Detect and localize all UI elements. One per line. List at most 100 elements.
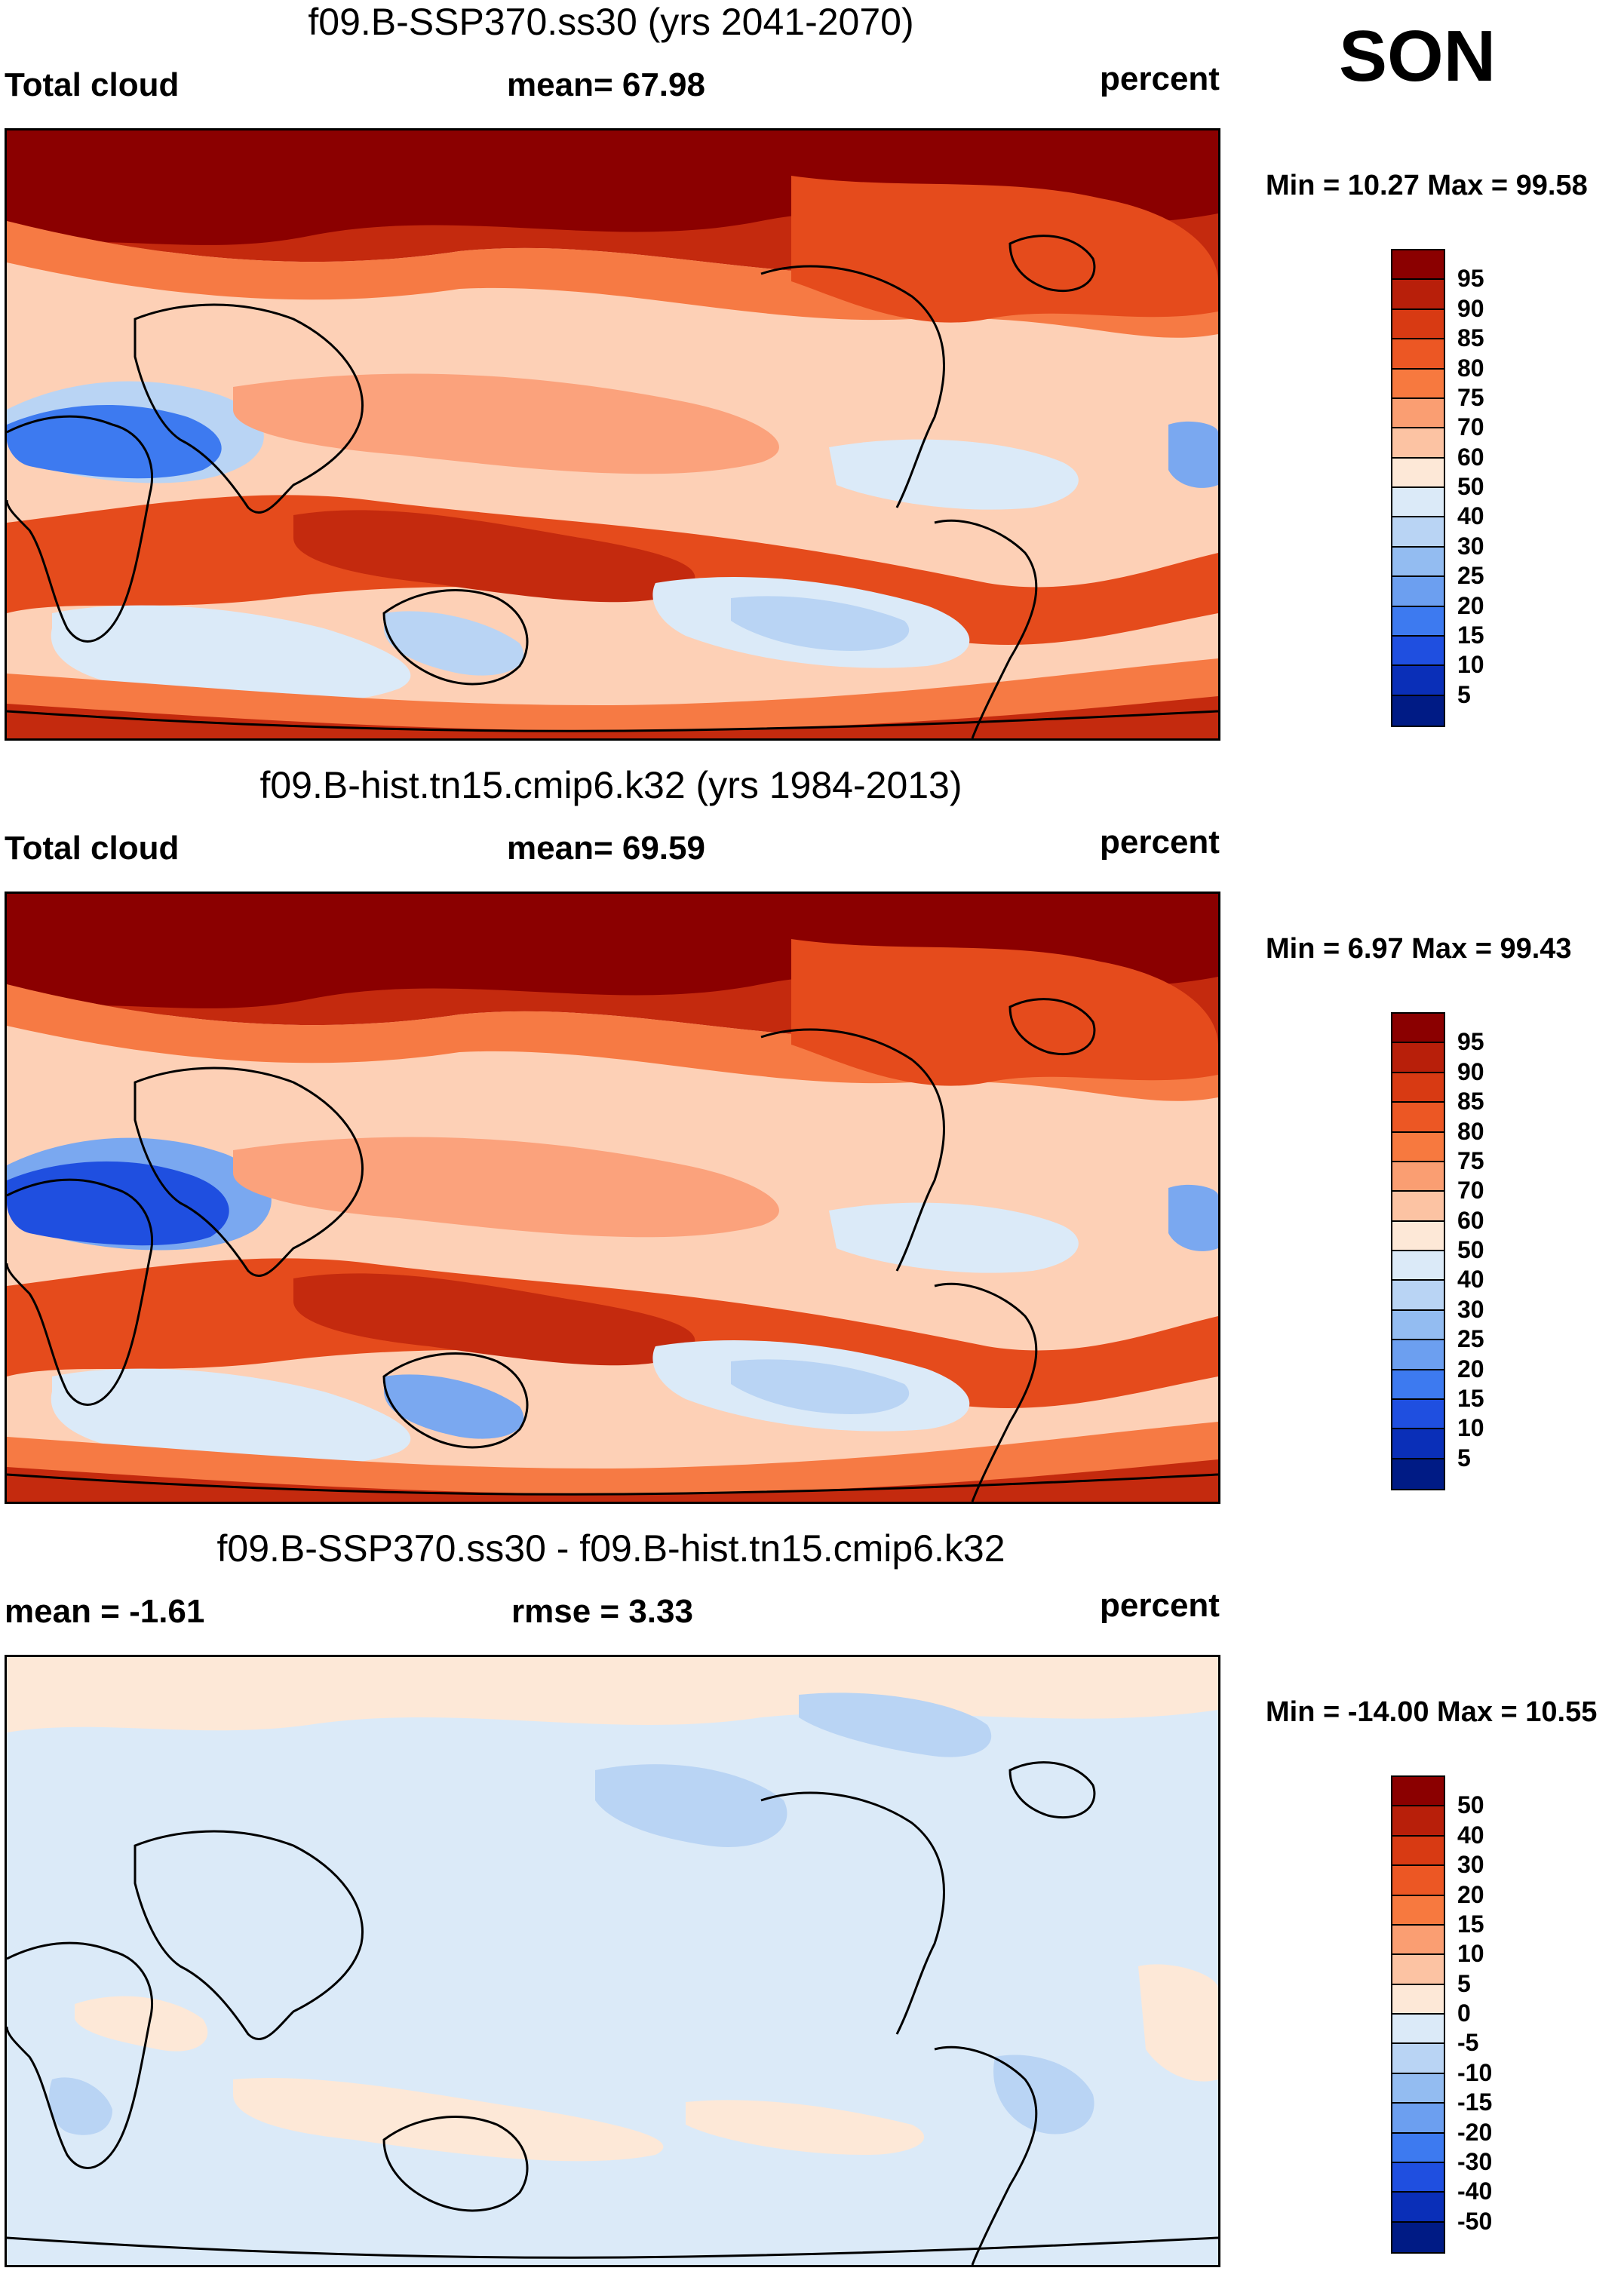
colorbar-swatch [1392, 1192, 1444, 1222]
australia-coastline [382, 589, 529, 686]
south-atlantic-low-cloud [51, 605, 411, 703]
colorbar-tick-label: 30 [1457, 1851, 1484, 1879]
colorbar-tick-label: 40 [1457, 1821, 1484, 1849]
colorbar-tick-label: 15 [1457, 1910, 1484, 1938]
panel-1-colorbar [1391, 249, 1445, 727]
eurasia-coastline [134, 1066, 364, 1277]
north-atlantic-negative [799, 1693, 992, 1757]
panel-3-map-field [7, 1657, 1218, 2265]
greenland-coastline [1008, 235, 1096, 293]
arctic-cloud-band [7, 130, 1218, 259]
colorbar-tick-label: 50 [1457, 1791, 1484, 1819]
australia-coastline [382, 2116, 529, 2212]
season-label: SON [1339, 16, 1497, 97]
colorbar-tick-label: 5 [1457, 1969, 1471, 1997]
colorbar-tick-label: 40 [1457, 1266, 1484, 1294]
colorbar-swatch [1392, 1429, 1444, 1459]
southern-ocean-neutral [7, 2193, 1218, 2265]
colorbar-swatch [1392, 1340, 1444, 1370]
panel-3-title: f09.B-SSP370.ss30 - f09.B-hist.tn15.cmip… [216, 1527, 1005, 1570]
colorbar-swatch [1392, 547, 1444, 578]
panel-2-map-field [7, 894, 1218, 1502]
panel-3-mean-label: mean = -1.61 [5, 1593, 205, 1630]
colorbar-swatch [1392, 1132, 1444, 1162]
colorbar-tick-label: 20 [1457, 591, 1484, 619]
colorbar-tick-label: 15 [1457, 621, 1484, 649]
colorbar-tick-label: 95 [1457, 1028, 1484, 1056]
colorbar-swatch [1392, 1073, 1444, 1103]
colorbar-swatch [1392, 2044, 1444, 2074]
greenland-coastline [1008, 998, 1096, 1056]
colorbar-swatch [1392, 1251, 1444, 1281]
tropical-atlantic-positive [1138, 1964, 1218, 2082]
coastlines [7, 235, 1218, 738]
coastlines [7, 1761, 1218, 2265]
colorbar-tick-label: 90 [1457, 1057, 1484, 1085]
colorbar-tick-label: 10 [1457, 651, 1484, 679]
colorbar-tick-label: 95 [1457, 265, 1484, 293]
background-fill [7, 1657, 1218, 2265]
panel-3-colorbar [1391, 1775, 1445, 2254]
colorbar-swatch [1392, 1459, 1444, 1489]
colorbar-swatch [1392, 1836, 1444, 1867]
australia-low-cloud [384, 611, 524, 676]
colorbar-swatch [1392, 428, 1444, 459]
eurasia-coastline [134, 1830, 364, 2040]
colorbar-swatch [1392, 577, 1444, 607]
colorbar-tick-label: 75 [1457, 1146, 1484, 1174]
australia-low-cloud [384, 1374, 524, 1439]
north-america-coastline [760, 265, 945, 508]
antarctica-coastline [7, 710, 1218, 732]
southeast-pacific-core [731, 1359, 910, 1414]
colorbar-tick-label: 30 [1457, 1295, 1484, 1323]
colorbar-tick-label: 60 [1457, 1206, 1484, 1234]
colorbar-tick-label: -50 [1457, 2207, 1493, 2235]
colorbar-swatch [1392, 695, 1444, 726]
eurasia-coastline [134, 303, 364, 514]
colorbar-swatch [1392, 1281, 1444, 1311]
colorbar-tick-label: -15 [1457, 2088, 1493, 2116]
atlantic-storm-track [791, 939, 1218, 1086]
colorbar-tick-label: 0 [1457, 1999, 1471, 2027]
colorbar-tick-label: 50 [1457, 1236, 1484, 1263]
colorbar-swatch [1392, 2133, 1444, 2163]
colorbar-swatch [1392, 1866, 1444, 1896]
colorbar-swatch [1392, 2015, 1444, 2045]
east-pacific-stratocumulus-north [829, 1202, 1079, 1273]
south-america-coastline [934, 1282, 1038, 1502]
panel-2-colorbar [1391, 1012, 1445, 1490]
colorbar-swatch [1392, 1399, 1444, 1430]
colorbar-swatch [1392, 2162, 1444, 2193]
antarctica-coastline [7, 1473, 1218, 1496]
colorbar-tick-label: 10 [1457, 1414, 1484, 1442]
colorbar-tick-label: -5 [1457, 2029, 1479, 2057]
panel-3-map [5, 1655, 1220, 2267]
colorbar-swatch [1392, 2222, 1444, 2252]
colorbar-swatch [1392, 280, 1444, 310]
panel-1-map-field [7, 130, 1218, 738]
equatorial-pacific-positive [686, 2100, 925, 2155]
colorbar-tick-label: 20 [1457, 1880, 1484, 1908]
colorbar-swatch [1392, 488, 1444, 518]
central-africa-negative [49, 2077, 112, 2135]
panel-2-mean-label: mean= 69.59 [507, 830, 705, 867]
colorbar-swatch [1392, 606, 1444, 637]
greenland-coastline [1008, 1761, 1096, 1819]
southern-ocean-orange [7, 1422, 1218, 1502]
colorbar-swatch [1392, 666, 1444, 696]
colorbar-swatch [1392, 636, 1444, 667]
east-pacific-stratocumulus-north [829, 439, 1079, 510]
colorbar-swatch [1392, 339, 1444, 370]
africa-coastline [7, 1178, 154, 1406]
atlantic-low-cloud-edge [1168, 421, 1218, 488]
north-america-coastline [760, 1791, 945, 2035]
colorbar-swatch [1392, 2193, 1444, 2223]
panel-3-minmax: Min = -14.00 Max = 10.55 [1266, 1696, 1598, 1728]
colorbar-tick-label: 25 [1457, 562, 1484, 590]
colorbar-tick-label: 50 [1457, 473, 1484, 500]
colorbar-tick-label: 60 [1457, 443, 1484, 471]
atlantic-low-cloud-edge [1168, 1184, 1218, 1251]
south-america-coastline [934, 2045, 1038, 2265]
colorbar-swatch [1392, 517, 1444, 548]
colorbar-tick-label: 80 [1457, 354, 1484, 382]
